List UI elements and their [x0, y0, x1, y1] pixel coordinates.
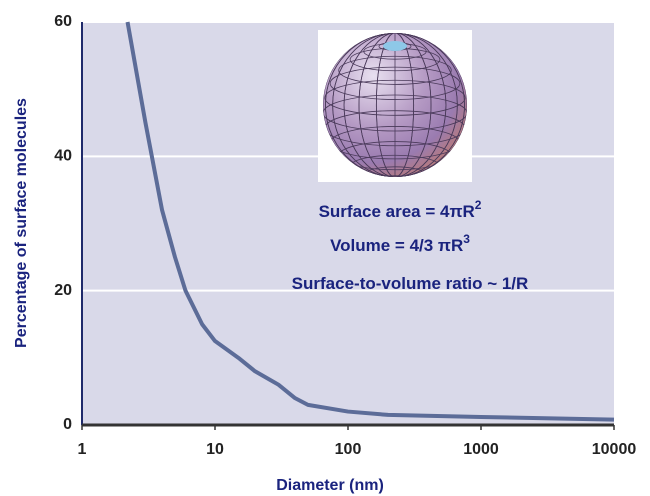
- annotation-text: Volume = 4/3 πR: [330, 236, 463, 255]
- x-axis-label: Diameter (nm): [276, 477, 384, 494]
- annotations: Surface area = 4πR2 Volume = 4/3 πR3 Surfa…: [292, 198, 529, 293]
- data-line: [125, 21, 615, 422]
- y-tick-label: 40: [54, 148, 72, 165]
- annotation: Surface-to-volume ratio ~ 1/R: [292, 274, 529, 293]
- annotation-text: Surface area = 4πR: [319, 202, 475, 221]
- annotation: Surface area = 4πR2: [319, 198, 482, 221]
- x-tick-label: 1: [78, 441, 87, 458]
- y-tick-label: 0: [63, 416, 72, 433]
- x-tick-label: 10: [206, 441, 224, 458]
- annotation-superscript: 2: [475, 198, 482, 212]
- sphere: [318, 30, 472, 182]
- x-tick-label: 100: [335, 441, 362, 458]
- annotation: Volume = 4/3 πR3: [330, 232, 470, 255]
- x-tick-label: 1000: [463, 441, 499, 458]
- x-tick-label: 10000: [592, 441, 637, 458]
- y-axis-label: Percentage of surface molecules: [13, 98, 30, 348]
- y-tick-label: 20: [54, 282, 72, 299]
- annotation-superscript: 3: [463, 232, 470, 246]
- y-tick-label: 60: [54, 13, 72, 30]
- annotation-text: Surface-to-volume ratio ~ 1/R: [292, 274, 529, 293]
